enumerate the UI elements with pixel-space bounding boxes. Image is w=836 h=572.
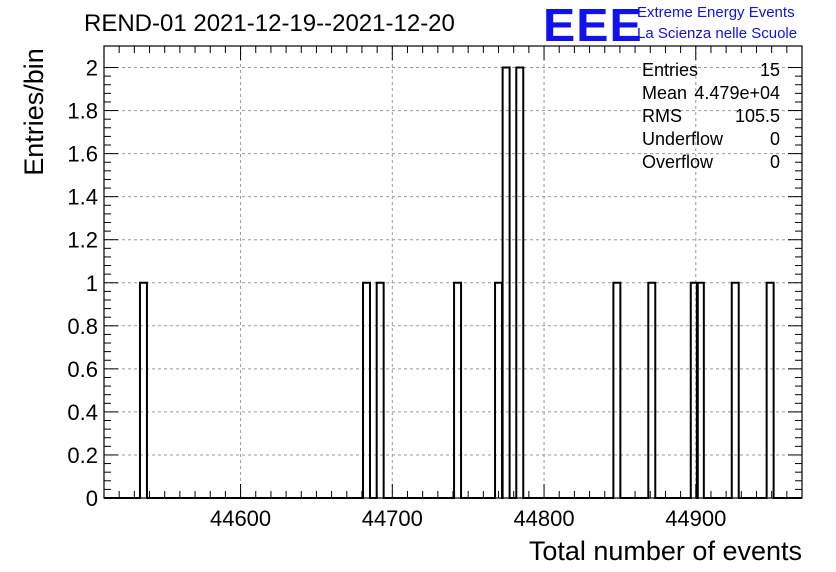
y-tick-label: 1.8 [67, 99, 98, 124]
stat-label-entries: Entries [642, 60, 699, 80]
y-tick-label: 0.6 [67, 357, 98, 382]
y-tick-label: 1.2 [67, 228, 98, 253]
histogram-bar [613, 283, 620, 498]
brand-line-1: Extreme Energy Events [637, 4, 795, 21]
histogram-bar [377, 283, 384, 498]
histogram-bar [732, 283, 739, 498]
y-tick-label: 0.4 [67, 400, 98, 425]
histogram-bar [140, 283, 147, 498]
histogram-bar [767, 283, 774, 498]
stat-value-overflow: 0 [769, 152, 780, 172]
y-tick-label: 1.6 [67, 142, 98, 167]
stat-label-underflow: Underflow [642, 129, 724, 149]
stat-label-mean: Mean [642, 83, 688, 103]
brand-line-2: La Scienza nelle Scuole [637, 25, 798, 42]
stat-value-entries: 15 [759, 60, 780, 80]
y-tick-label: 0 [86, 486, 98, 511]
stat-label-rms: RMS [642, 106, 682, 126]
y-axis-label: Entries/bin [19, 48, 49, 176]
y-tick-label: 2 [86, 56, 98, 81]
stat-value-rms: 105.5 [734, 106, 780, 126]
histogram-bar [363, 283, 370, 498]
x-tick-label: 44600 [210, 506, 271, 531]
histogram-bar [454, 283, 461, 498]
stat-label-overflow: Overflow [642, 152, 714, 172]
stat-value-underflow: 0 [769, 129, 780, 149]
y-tick-label: 0.8 [67, 314, 98, 339]
histogram-bar [648, 283, 655, 498]
y-tick-label: 1 [86, 271, 98, 296]
y-tick-label: 1.4 [67, 185, 98, 210]
x-axis-label: Total number of events [528, 536, 802, 566]
histogram-bar [495, 283, 502, 498]
x-tick-label: 44900 [665, 506, 726, 531]
x-tick-label: 44700 [362, 506, 423, 531]
eee-logo: EEE [543, 0, 643, 51]
stat-value-mean: 4.479e+04 [694, 83, 780, 103]
x-tick-label: 44800 [513, 506, 574, 531]
y-tick-label: 0.2 [67, 443, 98, 468]
chart-title: REND-01 2021-12-19--2021-12-20 [84, 10, 455, 37]
